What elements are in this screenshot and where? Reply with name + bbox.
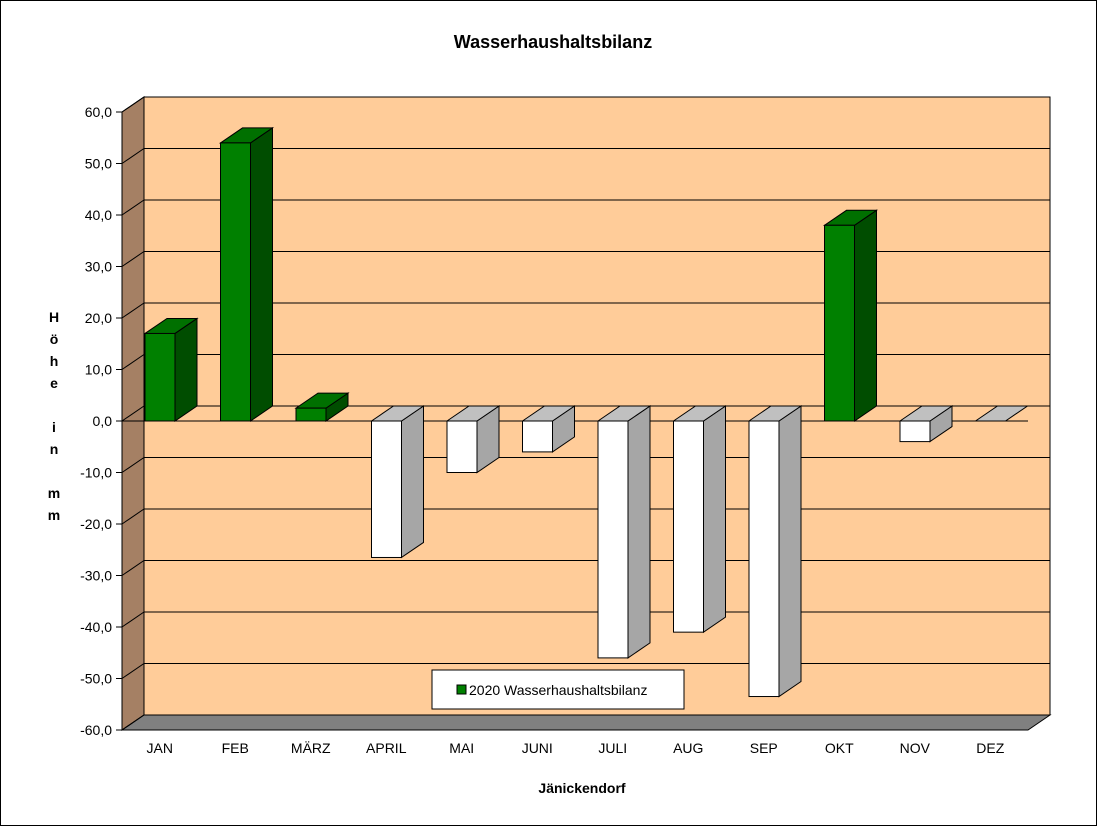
bar-dez — [973, 405, 1030, 422]
bar-juli — [596, 405, 652, 659]
bar-nov — [898, 405, 954, 443]
floor — [120, 714, 1052, 731]
x-tick-label: MAI — [449, 740, 474, 756]
gridline — [121, 560, 1050, 576]
y-tick-label: 40,0 — [85, 207, 112, 223]
y-tick-label: -10,0 — [80, 465, 112, 481]
bar-märz — [294, 392, 350, 422]
bar-side — [703, 405, 726, 634]
y-axis-label-char: n — [50, 441, 59, 457]
gridlines — [121, 96, 1050, 731]
gridline — [121, 611, 1050, 628]
y-tick-label: -40,0 — [80, 619, 112, 635]
y-tick-label: -30,0 — [80, 568, 112, 584]
y-axis-label-char: h — [50, 353, 59, 369]
x-axis-label: Jänickendorf — [538, 780, 625, 796]
bar-side — [854, 209, 877, 422]
y-axis-ticks: 60,0 50,0 40,0 30,0 20,0 10,0 0,0 -10,0 -20,0 -30… — [80, 104, 123, 738]
y-tick-label: 10,0 — [85, 362, 112, 378]
bar-front — [673, 420, 704, 633]
y-axis-label-char: ö — [50, 331, 59, 347]
bar-side — [627, 405, 651, 659]
gridline — [121, 199, 1050, 216]
bar-top — [973, 405, 1030, 422]
y-tick-label: -60,0 — [80, 722, 112, 738]
gridline — [121, 251, 1050, 267]
x-tick-label: JULI — [598, 740, 627, 756]
bar-front — [446, 420, 478, 473]
bar-side — [250, 126, 273, 422]
gridline — [121, 663, 1050, 679]
legend-swatch — [456, 684, 467, 695]
x-tick-label: JUNI — [522, 740, 553, 756]
bar-front — [371, 420, 402, 558]
y-axis-label-char: e — [50, 375, 58, 391]
x-tick-label: MÄRZ — [291, 740, 331, 756]
x-tick-label: SEP — [750, 740, 778, 756]
bar-aug — [671, 405, 728, 634]
bar-feb — [218, 126, 275, 422]
gridline — [121, 148, 1050, 164]
x-tick-label: FEB — [222, 740, 249, 756]
bar-front — [144, 332, 176, 422]
bar-side — [778, 405, 802, 698]
bar-okt — [822, 209, 879, 422]
bar-april — [369, 405, 426, 559]
bar-sep — [747, 405, 803, 698]
x-tick-label: NOV — [900, 740, 931, 756]
y-tick-label: 60,0 — [85, 104, 112, 120]
x-tick-label: OKT — [825, 740, 854, 756]
bar-front — [597, 420, 629, 659]
x-tick-label: APRIL — [366, 740, 407, 756]
bar-jan — [143, 317, 199, 422]
x-tick-label: DEZ — [976, 740, 1004, 756]
x-tick-label: JAN — [147, 740, 173, 756]
legend: 2020 Wasserhaushaltsbilanz — [431, 669, 685, 710]
gridline — [121, 302, 1050, 319]
bar-front — [748, 420, 780, 698]
y-tick-label: 0,0 — [93, 413, 113, 429]
y-tick-label: 30,0 — [85, 259, 112, 275]
bar-front — [295, 407, 327, 422]
chart-title: Wasserhaushaltsbilanz — [454, 32, 652, 52]
y-tick-label: 50,0 — [85, 156, 112, 172]
y-axis-label-char: H — [49, 309, 59, 325]
gridline — [121, 354, 1050, 370]
gridline — [121, 405, 1050, 422]
bar-side — [174, 317, 198, 422]
bar-mai — [445, 405, 501, 474]
gridline — [121, 457, 1050, 473]
gridline — [121, 714, 1050, 731]
gridline — [121, 508, 1050, 525]
x-tick-label: AUG — [673, 740, 703, 756]
y-axis-label-char: i — [52, 419, 56, 435]
y-tick-label: -50,0 — [80, 671, 112, 687]
legend-series-name: 2020 Wasserhaushaltsbilanz — [469, 682, 647, 698]
bar-front — [220, 142, 251, 422]
gridline — [121, 96, 1050, 113]
y-tick-label: -20,0 — [80, 516, 112, 532]
bar-front — [824, 224, 855, 422]
bar-front — [899, 420, 931, 443]
bar-front — [522, 420, 553, 453]
bars — [143, 126, 1030, 698]
bar-side — [401, 405, 424, 559]
bar-juni — [520, 405, 577, 453]
x-axis-ticks: JAN FEB MÄRZ APRIL MAI JUNI JULI AUG SEP OKT NOV DE… — [147, 740, 1005, 756]
legend-box — [431, 669, 685, 710]
y-axis-label-char: m — [48, 485, 60, 501]
y-tick-label: 20,0 — [85, 310, 112, 326]
y-axis-label-char: m — [48, 507, 60, 523]
